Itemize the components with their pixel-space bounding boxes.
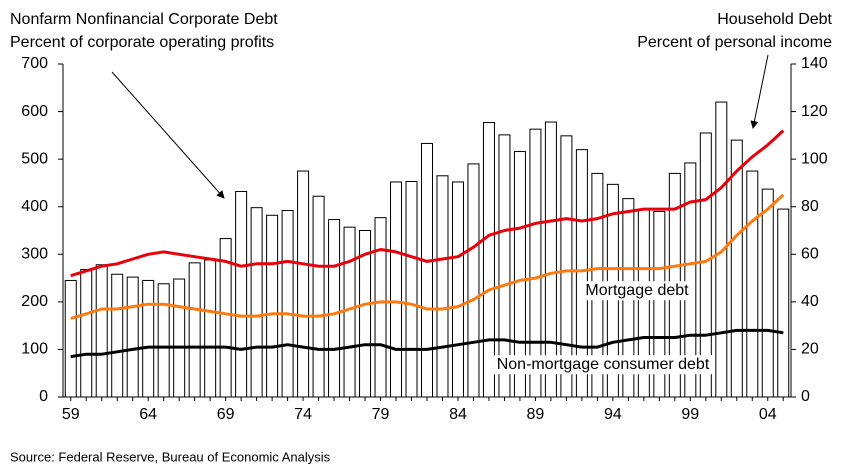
x-tick-label: 59 <box>62 406 80 423</box>
x-tick-label: 64 <box>139 406 157 423</box>
bar <box>95 264 108 398</box>
y2-tick-label: 80 <box>801 198 819 215</box>
left-subtitle: Percent of corporate operating profits <box>10 34 274 51</box>
series-label: Non-mortgage consumer debt <box>497 356 710 373</box>
bar <box>312 195 325 398</box>
arrow <box>111 71 225 199</box>
source: Source: Federal Reserve, Bureau of Econo… <box>10 449 331 464</box>
x-tick-label: 94 <box>604 406 622 423</box>
line-series <box>70 328 784 359</box>
y-tick-label: 400 <box>21 198 48 215</box>
left-title: Nonfarm Nonfinancial Corporate Debt <box>10 11 278 28</box>
y2-tick-label: 60 <box>801 246 819 263</box>
y-tick-label: 600 <box>21 103 48 120</box>
x-tick-label: 84 <box>449 406 467 423</box>
bar <box>173 278 186 398</box>
series-label: Mortgage debt <box>585 282 689 299</box>
bar <box>405 181 418 398</box>
bar <box>126 276 139 398</box>
line-series <box>70 129 785 278</box>
bar <box>142 279 155 398</box>
bar <box>157 283 170 398</box>
bar <box>451 181 464 398</box>
bar <box>250 207 263 398</box>
y2-tick-label: 20 <box>801 341 819 358</box>
bar <box>80 269 93 398</box>
y-tick-label: 200 <box>21 293 48 310</box>
x-tick-label: 79 <box>372 406 390 423</box>
bar <box>111 273 124 398</box>
bar <box>328 219 341 398</box>
bar <box>467 163 480 398</box>
x-tick-label: 04 <box>759 406 777 423</box>
line-series <box>70 193 785 320</box>
y2-tick-label: 100 <box>801 150 828 167</box>
bar <box>343 226 356 398</box>
bar <box>204 259 217 398</box>
bar <box>761 188 774 398</box>
bar <box>297 170 310 398</box>
y-tick-label: 0 <box>39 388 48 405</box>
bar <box>266 214 279 398</box>
y2-tick-label: 140 <box>801 55 828 72</box>
x-tick-label: 99 <box>681 406 699 423</box>
bar <box>390 181 403 398</box>
x-tick-label: 74 <box>294 406 312 423</box>
x-tick-label: 69 <box>217 406 235 423</box>
y-tick-label: 500 <box>21 150 48 167</box>
right-subtitle: Percent of personal income <box>637 34 832 51</box>
x-tick-label: 89 <box>527 406 545 423</box>
y-tick-label: 100 <box>21 341 48 358</box>
y-tick-label: 700 <box>21 55 48 72</box>
y2-tick-label: 40 <box>801 293 819 310</box>
bar <box>777 208 790 398</box>
y-tick-label: 300 <box>21 246 48 263</box>
bar <box>436 175 449 398</box>
bar <box>188 262 201 398</box>
label-background <box>582 281 693 301</box>
bar <box>64 279 77 398</box>
right-title: Household Debt <box>717 11 832 28</box>
bar <box>281 210 294 398</box>
y2-tick-label: 0 <box>801 388 810 405</box>
bar <box>482 122 495 398</box>
y2-tick-label: 120 <box>801 103 828 120</box>
bar <box>421 142 433 398</box>
bar <box>730 139 743 398</box>
arrow <box>750 54 769 129</box>
label-background <box>493 355 713 375</box>
bar <box>746 170 759 398</box>
bar <box>374 217 387 398</box>
bar <box>235 190 248 398</box>
